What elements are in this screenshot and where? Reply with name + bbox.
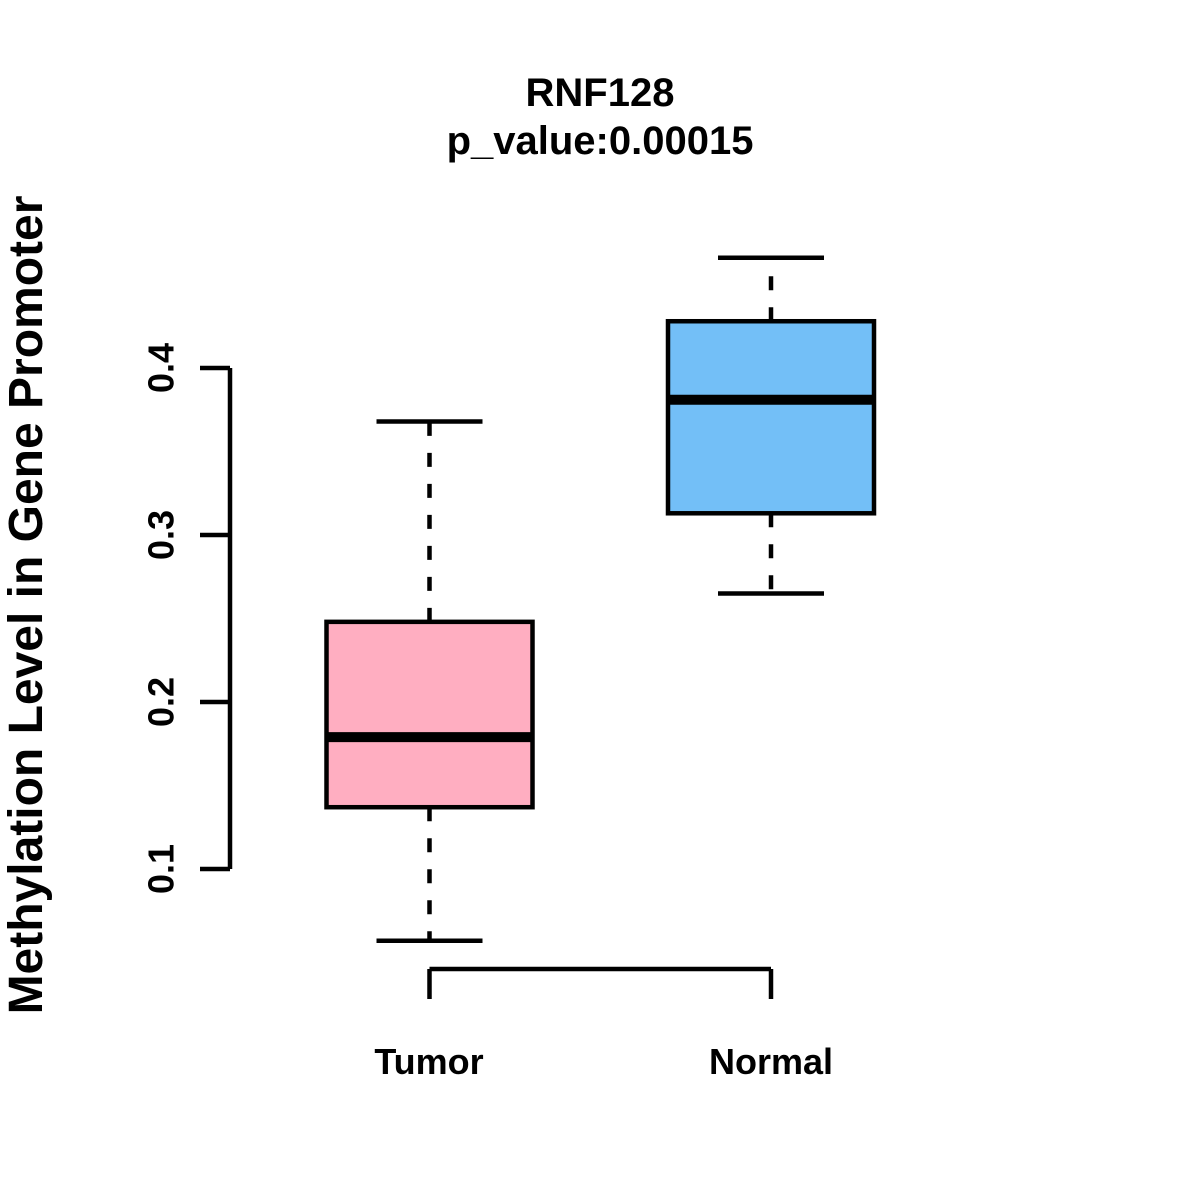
x-category-label-normal: Normal — [708, 1041, 834, 1082]
x-category-label-tumor: Tumor — [374, 1041, 484, 1082]
y-tick-label: 0.3 — [141, 510, 182, 560]
chart-subtitle-pvalue: p_value:0.00015 — [446, 119, 754, 163]
y-tick-label: 0.1 — [141, 844, 182, 894]
y-tick-label: 0.2 — [141, 677, 182, 727]
iqr-box-tumor — [324, 619, 535, 810]
iqr-box-normal — [665, 318, 877, 516]
y-tick-label: 0.4 — [141, 343, 182, 393]
chart-title: RNF128 — [525, 71, 675, 115]
